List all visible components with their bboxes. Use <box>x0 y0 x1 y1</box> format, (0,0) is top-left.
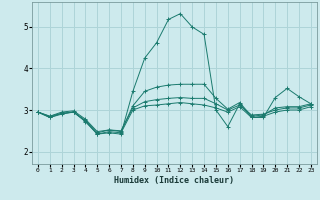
X-axis label: Humidex (Indice chaleur): Humidex (Indice chaleur) <box>115 176 234 185</box>
